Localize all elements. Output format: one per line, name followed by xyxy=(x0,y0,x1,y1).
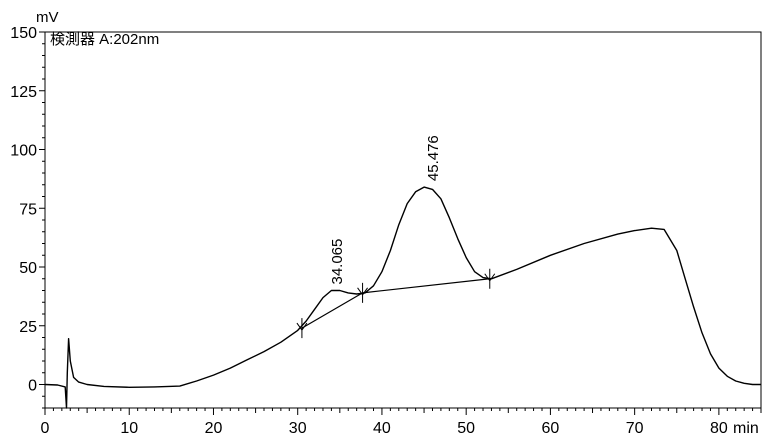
y-tick-label: 75 xyxy=(19,201,37,218)
plot-frame xyxy=(45,32,761,408)
x-tick-label: 20 xyxy=(205,420,223,437)
y-tick-label: 50 xyxy=(19,260,37,277)
detector-label: 検測器 A:202nm xyxy=(50,31,159,48)
x-tick-label: 0 xyxy=(41,420,50,437)
x-tick-label: 70 xyxy=(626,420,644,437)
y-tick-label: 0 xyxy=(28,378,37,395)
x-tick-label: 60 xyxy=(542,420,560,437)
peak-label: 45.476 xyxy=(425,135,442,181)
y-unit-label: mV xyxy=(36,9,59,26)
chromatogram-trace xyxy=(45,187,761,408)
baseline-segment xyxy=(363,279,490,293)
x-tick-label: 50 xyxy=(457,420,475,437)
x-tick-label: 40 xyxy=(373,420,391,437)
y-tick-label: 25 xyxy=(19,319,37,336)
y-tick-label: 150 xyxy=(10,25,37,42)
x-tick-label: 30 xyxy=(289,420,307,437)
x-unit-label: min xyxy=(733,420,759,437)
y-tick-label: 125 xyxy=(10,84,37,101)
baseline-segment xyxy=(302,293,363,328)
x-tick-label: 10 xyxy=(120,420,138,437)
peak-label: 34.065 xyxy=(329,239,346,285)
x-tick-label: 80 xyxy=(710,420,728,437)
y-tick-label: 100 xyxy=(10,143,37,160)
